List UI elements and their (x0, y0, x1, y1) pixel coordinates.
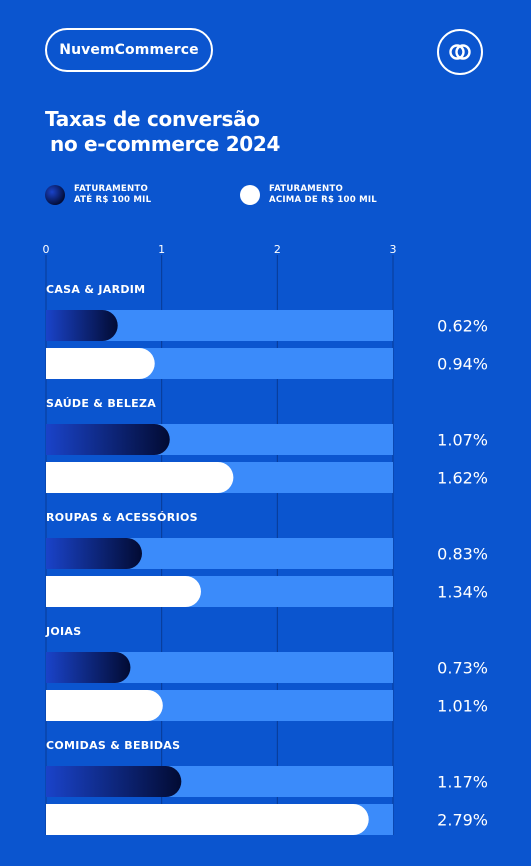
x-tick-label: 0 (43, 243, 50, 256)
x-tick-label: 3 (390, 243, 397, 256)
x-axis-ticks: 0 1 2 3 (43, 243, 397, 256)
bar-large-revenue (46, 690, 163, 721)
legend-label-large-revenue: FATURAMENTO ACIMA DE R$ 100 MIL (269, 184, 377, 205)
chart-title: Taxas de conversão no e-commerce 2024 (45, 107, 280, 157)
category-label: JOIAS (45, 625, 81, 638)
x-tick-label: 2 (274, 243, 281, 256)
value-label: 0.73% (437, 659, 488, 678)
value-label: 1.07% (437, 431, 488, 450)
bar-small-revenue (46, 766, 182, 797)
bar-large-revenue (46, 462, 234, 493)
bar-large-revenue (46, 576, 201, 607)
value-label: 2.79% (437, 811, 488, 830)
category-label: SAÚDE & BELEZA (46, 397, 156, 410)
value-label: 1.34% (437, 583, 488, 602)
chart-legend: FATURAMENTO ATÉ R$ 100 MIL FATURAMENTO A… (45, 184, 389, 206)
value-label: 0.62% (437, 317, 488, 336)
bar-small-revenue (46, 424, 170, 455)
value-label: 1.62% (437, 469, 488, 488)
legend-item-large-revenue: FATURAMENTO ACIMA DE R$ 100 MIL (240, 184, 389, 206)
bar-small-revenue (46, 310, 118, 341)
brand-badge: NuvemCommerce (45, 28, 213, 72)
bar-small-revenue (46, 538, 143, 569)
category-label: COMIDAS & BEBIDAS (46, 739, 180, 752)
title-line-2: no e-commerce 2024 (50, 132, 281, 156)
category-label: ROUPAS & ACESSÓRIOS (46, 511, 198, 524)
value-label: 0.94% (437, 355, 488, 374)
interlocking-rings-icon (437, 29, 483, 75)
rings-icon-graphic (449, 44, 471, 60)
title-line-1: Taxas de conversão (45, 107, 260, 131)
bar-large-revenue (46, 348, 155, 379)
bar-small-revenue (46, 652, 131, 683)
x-tick-label: 1 (158, 243, 165, 256)
legend-swatch-white (240, 185, 260, 205)
category-label: CASA & JARDIM (46, 283, 145, 296)
value-label: 1.01% (437, 697, 488, 716)
legend-swatch-navy (45, 185, 65, 205)
value-label: 1.17% (437, 773, 488, 792)
value-label: 0.83% (437, 545, 488, 564)
bar-large-revenue (46, 804, 369, 835)
legend-item-small-revenue: FATURAMENTO ATÉ R$ 100 MIL (45, 184, 194, 206)
bars (46, 310, 393, 835)
brand-name: NuvemCommerce (59, 42, 199, 58)
labels: CASA & JARDIM 0.62% 0.94% SAÚDE & BELEZA 1.0… (45, 283, 488, 830)
legend-label-small-revenue: FATURAMENTO ATÉ R$ 100 MIL (74, 184, 152, 205)
